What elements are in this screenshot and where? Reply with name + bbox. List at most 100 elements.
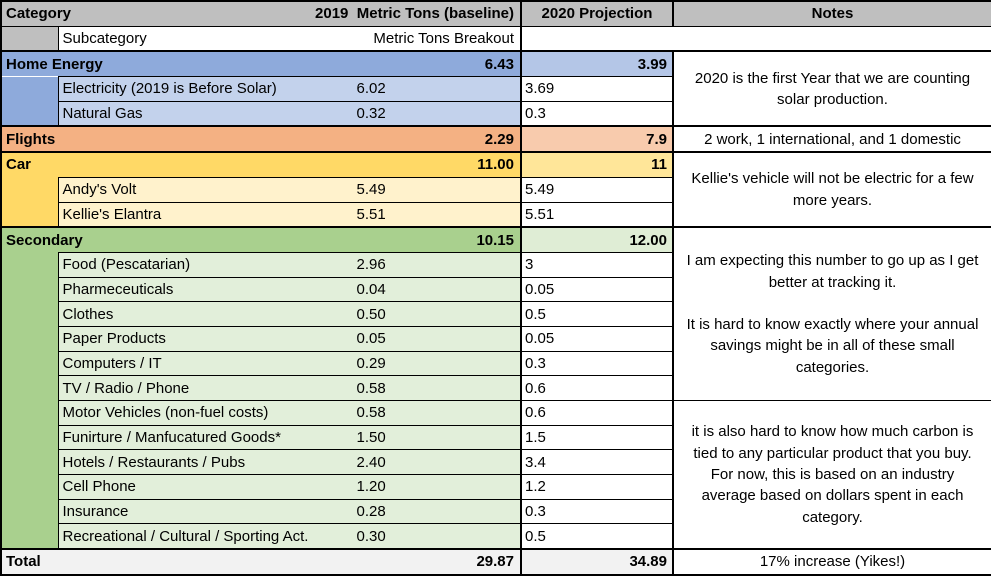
clothes-cell: Clothes 0.50	[57, 301, 522, 327]
header-category-label: Category	[6, 5, 72, 23]
kellies-elantra-projection-cell: 5.51	[520, 201, 674, 228]
cell-phone-cell: Cell Phone 1.20	[57, 474, 522, 500]
header-2019-label: 2019 Metric Tons (baseline)	[315, 5, 514, 23]
sub-name: Computers / IT	[62, 354, 162, 372]
car-notes-cell: Kellie's vehicle will not be electric fo…	[672, 151, 991, 228]
natural-gas-cell: Natural Gas 0.32	[57, 100, 522, 127]
hotels-projection-cell: 3.4	[520, 449, 674, 476]
furniture-projection-cell: 1.5	[520, 424, 674, 451]
note-text: I am expecting this number to go up as I…	[686, 252, 979, 291]
clothes-projection-cell: 0.5	[520, 301, 674, 327]
breakout-label: Metric Tons Breakout	[373, 30, 514, 48]
header-category-cell: Category 2019 Metric Tons (baseline)	[0, 0, 522, 27]
natural-gas-projection-cell: 0.3	[520, 100, 674, 127]
home-energy-notes-cell: 2020 is the first Year that we are count…	[672, 50, 991, 127]
tv-radio-phone-cell: TV / Radio / Phone 0.58	[57, 375, 522, 401]
home-energy-indent-cell	[0, 76, 59, 127]
pharmeceuticals-cell: Pharmeceuticals 0.04	[57, 276, 522, 303]
header-row: Category 2019 Metric Tons (baseline) 202…	[0, 0, 991, 27]
sub-baseline: 0.50	[356, 305, 386, 323]
flights-projection-cell: 7.9	[520, 125, 674, 153]
electricity-projection-cell: 3.69	[520, 76, 674, 102]
note-text: Kellie's vehicle will not be electric fo…	[691, 170, 974, 209]
sub-name: Electricity (2019 is Before Solar)	[62, 80, 277, 98]
section-baseline: 10.15	[476, 231, 514, 249]
total-baseline: 29.87	[476, 553, 514, 571]
total-cell: Total 29.87	[0, 548, 522, 576]
paper-products-projection-cell: 0.05	[520, 325, 674, 352]
sub-row-clothes: Clothes 0.50 0.5	[1, 301, 991, 327]
secondary-notes-cell-1: I am expecting this number to go up as I…	[672, 226, 991, 402]
sub-row-hotels: Hotels / Restaurants / Pubs 2.40 3.4	[1, 449, 991, 476]
home-energy-projection-cell: 3.99	[520, 50, 674, 78]
sub-row-cell-phone: Cell Phone 1.20 1.2	[1, 474, 991, 500]
sub-baseline: 0.29	[356, 354, 386, 372]
motor-vehicles-cell: Motor Vehicles (non-fuel costs) 0.58	[57, 400, 522, 426]
section-baseline: 6.43	[484, 55, 514, 73]
sub-row-tv-radio-phone: TV / Radio / Phone 0.58 0.6	[1, 375, 991, 401]
section-name: Flights	[6, 130, 56, 148]
sub-baseline: 0.28	[356, 503, 386, 521]
header-notes-cell: Notes	[672, 0, 991, 27]
total-label: Total	[6, 553, 41, 571]
sub-name: Motor Vehicles (non-fuel costs)	[62, 404, 269, 422]
note-text: it is also hard to know how much carbon …	[691, 423, 974, 526]
subheader-row: Subcategory Metric Tons Breakout	[0, 25, 991, 52]
section-row-car: Car 11.00 11 Kellie's vehicle will not b…	[0, 151, 991, 228]
section-baseline: 11.00	[477, 156, 514, 174]
secondary-projection-cell: 12.00	[520, 226, 674, 253]
total-notes-cell: 17% increase (Yikes!)	[672, 548, 991, 576]
andys-volt-cell: Andy's Volt 5.49	[57, 176, 522, 203]
subheader-label-cell: Subcategory Metric Tons Breakout	[57, 25, 522, 52]
andys-volt-projection-cell: 5.49	[520, 176, 674, 203]
sub-name: Hotels / Restaurants / Pubs	[62, 453, 246, 471]
home-energy-cell: Home Energy 6.43	[0, 50, 522, 77]
sub-baseline: 0.04	[356, 280, 386, 298]
furniture-cell: Funirture / Manfucatured Goods* 1.50	[57, 424, 522, 451]
sub-row-andys-volt: Andy's Volt 5.49 5.49	[0, 176, 991, 228]
sub-name: Funirture / Manfucatured Goods*	[62, 429, 281, 447]
sub-row-insurance: Insurance 0.28 0.3	[1, 498, 991, 525]
sub-name: Kellie's Elantra	[62, 205, 162, 223]
sub-baseline: 5.51	[356, 205, 386, 223]
car-cell: Car 11.00	[0, 151, 522, 178]
car-projection-cell: 11	[520, 151, 674, 178]
electricity-cell: Electricity (2019 is Before Solar) 6.02	[57, 76, 522, 102]
sub-row-computers-it: Computers / IT 0.29 0.3	[1, 350, 991, 377]
paper-products-cell: Paper Products 0.05	[57, 325, 522, 352]
sub-row-motor-vehicles: Motor Vehicles (non-fuel costs) 0.58 0.6…	[1, 400, 991, 550]
total-projection-cell: 34.89	[520, 548, 674, 576]
sub-baseline: 5.49	[356, 181, 386, 199]
section-baseline: 2.29	[484, 130, 514, 148]
sub-row-recreational: Recreational / Cultural / Sporting Act. …	[1, 523, 991, 550]
sub-row-furniture: Funirture / Manfucatured Goods* 1.50 1.5	[1, 424, 991, 451]
total-row: Total 29.87 34.89 17% increase (Yikes!)	[0, 548, 991, 576]
secondary-indent-cell	[0, 252, 59, 550]
sub-name: Andy's Volt	[62, 181, 137, 199]
subheader-indent-cell	[0, 25, 59, 52]
food-projection-cell: 3	[520, 251, 674, 278]
sub-baseline: 0.58	[356, 404, 386, 422]
flights-cell: Flights 2.29	[0, 125, 522, 153]
note-text: 2020 is the first Year that we are count…	[694, 69, 971, 108]
sub-name: Recreational / Cultural / Sporting Act.	[62, 527, 309, 545]
note-text: It is hard to know exactly where your an…	[686, 315, 979, 376]
sub-name: Cell Phone	[62, 478, 136, 496]
motor-vehicles-projection-cell: 0.6	[520, 400, 674, 426]
subheader-empty-cell	[520, 25, 991, 52]
insurance-cell: Insurance 0.28	[57, 498, 522, 525]
section-name: Secondary	[6, 231, 83, 249]
sub-baseline: 2.96	[356, 256, 386, 274]
sub-row-electricity: Electricity (2019 is Before Solar) 6.02 …	[0, 76, 991, 127]
tv-radio-phone-projection-cell: 0.6	[520, 375, 674, 401]
recreational-projection-cell: 0.5	[520, 523, 674, 550]
sub-row-paper-products: Paper Products 0.05 0.05	[1, 325, 991, 352]
computers-it-projection-cell: 0.3	[520, 350, 674, 377]
sub-name: Clothes	[62, 305, 114, 323]
sub-baseline: 1.50	[356, 429, 386, 447]
sub-name: Pharmeceuticals	[62, 280, 174, 298]
section-row-home-energy: Home Energy 6.43 3.99 2020 is the first …	[0, 50, 991, 127]
insurance-projection-cell: 0.3	[520, 498, 674, 525]
sub-baseline: 0.58	[356, 379, 386, 397]
